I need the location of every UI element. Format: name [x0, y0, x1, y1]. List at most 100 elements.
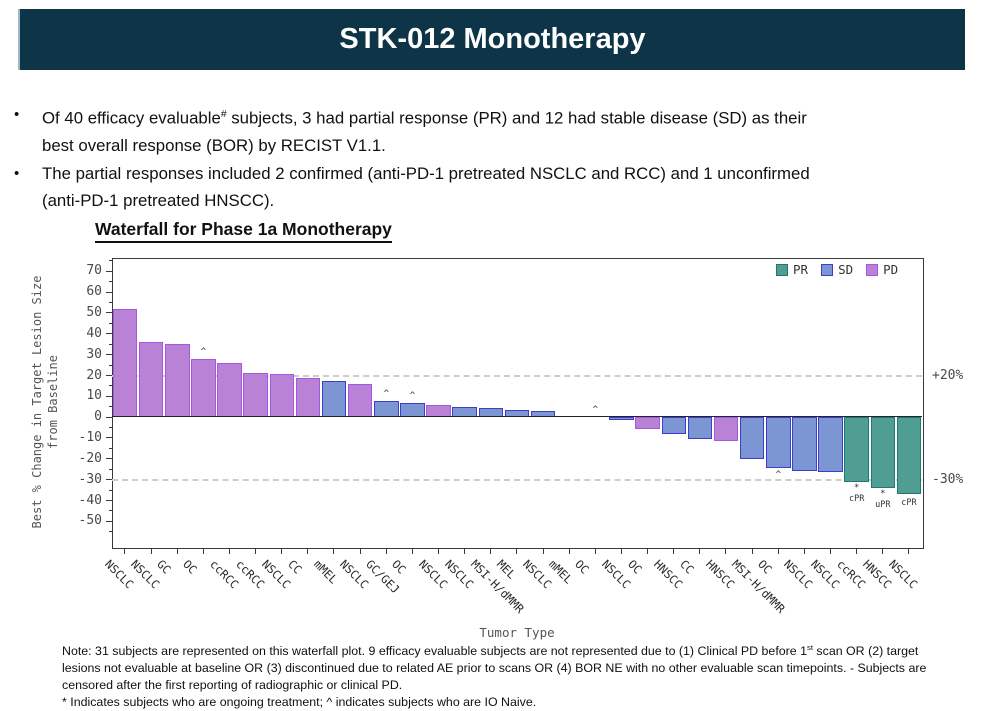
- x-tick: [829, 548, 831, 554]
- x-tick: [124, 548, 126, 554]
- legend-label: SD: [838, 262, 854, 277]
- bar: [739, 417, 765, 459]
- y-minor-tick: [108, 531, 112, 533]
- bar: [269, 374, 295, 418]
- bar-marker: ^: [775, 470, 781, 481]
- x-tick-label: NSCLC: [598, 557, 633, 592]
- y-tick-label: 60: [86, 284, 102, 300]
- legend-item: SD: [821, 262, 853, 277]
- y-tick-label: -10: [78, 430, 102, 446]
- bar: [138, 342, 164, 418]
- superscript-hash: #: [220, 109, 227, 120]
- x-tick: [542, 548, 544, 554]
- y-tick: [106, 499, 112, 501]
- notes: Note: 31 subjects are represented on thi…: [62, 640, 950, 710]
- bullet-text-segment: subjects, 3 had partial response (PR) an…: [226, 108, 807, 128]
- x-tick-label: OC: [624, 557, 645, 577]
- x-tick-label: mMEL: [311, 557, 341, 587]
- bar: [713, 417, 739, 442]
- x-tick: [699, 548, 701, 554]
- ref-line-label: +20%: [932, 367, 964, 383]
- x-tick: [620, 548, 622, 554]
- y-minor-tick: [108, 281, 112, 283]
- y-minor-tick: [108, 343, 112, 345]
- x-tick: [594, 548, 596, 554]
- slide-title: STK-012 Monotherapy: [339, 23, 646, 55]
- bar: [112, 308, 138, 418]
- x-tick-label: OC: [180, 557, 201, 577]
- legend-item: PD: [866, 262, 898, 277]
- bar: [635, 417, 660, 429]
- x-tick: [725, 548, 727, 554]
- y-minor-tick: [108, 427, 112, 429]
- x-tick-label: OC: [755, 557, 776, 577]
- y-minor-tick: [108, 489, 112, 491]
- bar: [400, 402, 425, 418]
- ref-line: [112, 374, 922, 377]
- y-minor-tick: [108, 406, 112, 408]
- x-tick: [438, 548, 439, 554]
- bullet-text-segment: (anti-PD-1 pretreated HNSCC).: [42, 190, 275, 210]
- x-tick-label: NSCLC: [781, 557, 816, 592]
- x-tick: [255, 548, 257, 554]
- x-tick: [751, 548, 753, 554]
- bar: [321, 380, 347, 418]
- bar-marker: ^: [200, 346, 207, 357]
- y-tick: [106, 437, 112, 439]
- legend-item: PR: [776, 262, 808, 277]
- y-tick: [106, 458, 112, 460]
- x-tick: [882, 548, 884, 554]
- y-tick: [106, 520, 112, 522]
- legend-swatch-pr-icon: [776, 263, 788, 276]
- bar: [766, 417, 791, 469]
- x-tick: [228, 548, 230, 554]
- x-tick: [777, 548, 779, 554]
- y-minor-tick: [108, 302, 112, 304]
- y-minor-tick: [108, 322, 112, 324]
- bar: [687, 417, 713, 440]
- y-tick-label: 20: [86, 367, 102, 383]
- x-tick: [359, 548, 361, 554]
- bar: [896, 417, 922, 495]
- y-tick-label: 70: [86, 263, 102, 279]
- bullet-text-segment: best overall response (BOR) by RECIST V1…: [42, 135, 386, 155]
- y-tick: [106, 395, 112, 397]
- note-text: Note: 31 subjects are represented on thi…: [62, 640, 950, 694]
- x-tick-label: CC: [676, 557, 697, 577]
- x-tick: [307, 548, 309, 554]
- y-tick-label: 10: [86, 388, 102, 404]
- footnote-text: * Indicates subjects who are ongoing tre…: [62, 694, 537, 709]
- x-tick-label: OC: [572, 557, 593, 577]
- x-tick: [490, 548, 492, 554]
- bar: [844, 417, 869, 482]
- bullet-item: • The partial responses included 2 confi…: [10, 160, 978, 214]
- y-minor-tick: [108, 385, 112, 387]
- bar-response-label: cPR: [901, 498, 917, 509]
- bar: [661, 417, 687, 434]
- bar: [217, 363, 242, 418]
- ref-line: [112, 478, 922, 481]
- bar-response-label: cPR: [848, 493, 865, 504]
- x-tick-label: GC: [154, 557, 175, 577]
- bullet-dot-icon: •: [14, 164, 20, 182]
- note-segment: Note: 31 subjects are represented on thi…: [62, 644, 808, 659]
- bar: [870, 417, 896, 489]
- x-tick: [385, 548, 387, 554]
- bullet-item: • Of 40 efficacy evaluable# subjects, 3 …: [10, 101, 978, 159]
- y-tick: [106, 354, 112, 356]
- y-tick: [106, 479, 112, 481]
- x-tick: [516, 548, 518, 554]
- y-tick-label: -20: [78, 450, 102, 466]
- bar-marker: ^: [383, 388, 390, 399]
- x-tick: [333, 548, 335, 554]
- y-tick-label: 50: [86, 305, 102, 320]
- y-tick: [106, 416, 112, 418]
- y-minor-tick: [108, 510, 112, 512]
- x-tick: [803, 548, 805, 554]
- y-tick: [106, 333, 112, 335]
- y-tick-label: 40: [86, 325, 102, 341]
- bar: [165, 344, 190, 418]
- bullet-text-segment: The partial responses included 2 confirm…: [42, 163, 810, 183]
